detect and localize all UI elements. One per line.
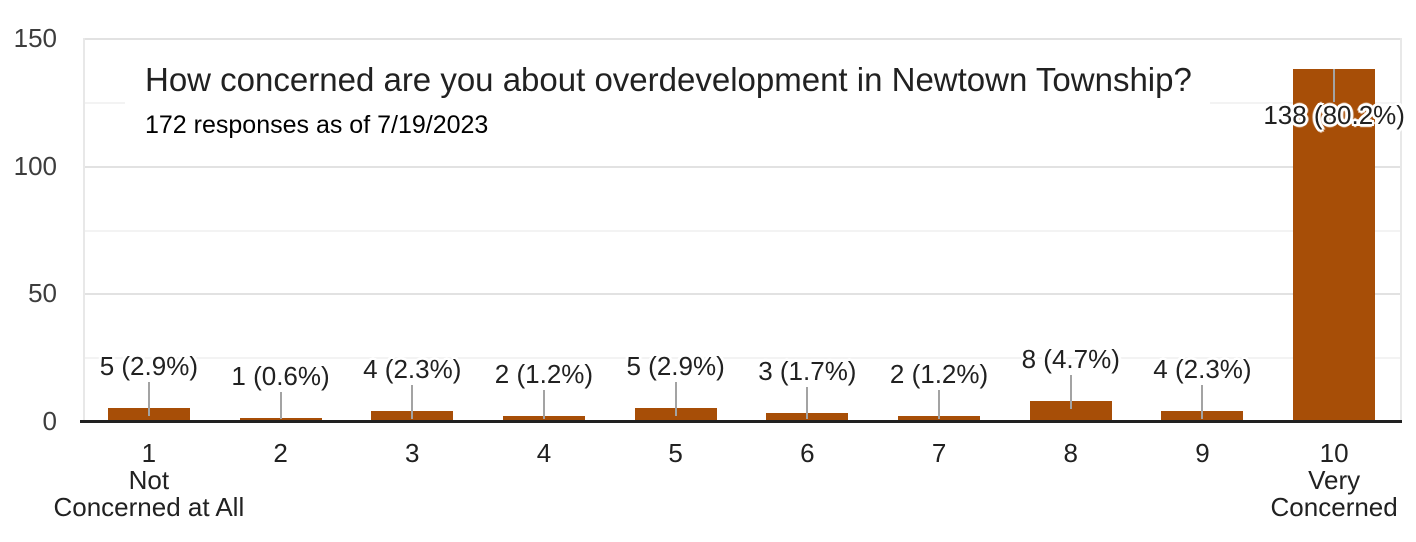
annotation-stem: [147, 382, 150, 417]
bar-value-label: 138 (80.2%): [1263, 99, 1405, 130]
x-axis-category-label: 10 Very Concerned: [1184, 440, 1416, 521]
y-axis-tick-label: 0: [42, 406, 57, 436]
annotation-stem: [938, 389, 941, 419]
bar-value-label: 2 (1.2%): [494, 358, 594, 389]
x-tick-sublabel: Very: [1308, 465, 1361, 495]
annotation-stem: [1333, 68, 1336, 102]
x-tick-sublabel: Concerned: [1270, 492, 1398, 522]
x-axis-line: [80, 420, 1402, 423]
gridline-minor: [83, 357, 1400, 360]
y-axis-tick-label: 150: [13, 23, 57, 53]
y-axis-tick-label: 50: [28, 278, 57, 309]
y-axis-tick-label: 100: [13, 150, 57, 181]
x-tick-4: 4: [536, 438, 552, 468]
annotation-stem: [542, 389, 545, 419]
bar-2[interactable]: [239, 418, 322, 421]
gridline-major: [83, 293, 1400, 296]
x-tick-2: 2: [273, 438, 288, 468]
x-tick-5: 5: [668, 438, 683, 468]
bar-value-label: 4 (2.3%): [1153, 353, 1252, 384]
x-tick-7: 7: [931, 438, 947, 468]
bar-value-label: 2 (1.2%): [889, 358, 989, 389]
bar-value-label: 4 (2.3%): [363, 353, 462, 384]
x-tick-9: 9: [1195, 438, 1210, 468]
bar-value-label: 3 (1.7%): [758, 356, 857, 387]
gridline-major: [83, 38, 1400, 40]
x-tick-sublabel: Concerned at All: [53, 492, 245, 522]
x-axis-category-label: 1 Not Concerned at All: [0, 440, 299, 521]
annotation-stem: [1201, 384, 1204, 419]
x-tick-8: 8: [1063, 438, 1078, 468]
x-axis-category-label: 9: [1052, 440, 1352, 467]
chart-subtitle: 172 responses as of 7/19/2023: [145, 111, 489, 139]
annotation-stem: [806, 387, 809, 419]
x-tick-3: 3: [405, 438, 420, 468]
x-tick-6: 6: [800, 438, 815, 468]
x-tick-1: 1: [141, 438, 157, 468]
gridline-minor: [83, 229, 1400, 232]
chart-title: How concerned are you about overdevelopm…: [145, 61, 1192, 98]
bar-value-label: 5 (2.9%): [626, 351, 725, 382]
x-tick-sublabel: Not: [128, 465, 170, 495]
title-background: [125, 52, 1210, 150]
gridline-major: [83, 165, 1400, 168]
plot-border-left: [83, 38, 85, 421]
bar-value-label: 8 (4.7%): [1021, 343, 1120, 374]
x-tick-10: 10: [1319, 438, 1349, 468]
bar-10[interactable]: [1293, 68, 1376, 421]
bar-value-label: 1 (0.6%): [231, 361, 330, 392]
annotation-stem: [1069, 374, 1072, 409]
x-axis-category-label: 6: [657, 440, 957, 467]
bar-value-label: 5 (2.9%): [99, 351, 198, 382]
plot-border-right: [1400, 38, 1402, 421]
x-axis-category-label: 8: [921, 440, 1221, 467]
bar-8[interactable]: [1029, 400, 1112, 421]
x-axis-category-label: 2: [131, 440, 431, 467]
annotation-stem: [411, 384, 414, 419]
annotation-stem: [674, 382, 677, 417]
x-axis-category-label: 3: [262, 440, 562, 467]
x-axis-category-label: 5: [526, 440, 826, 467]
x-axis-category-label: 7: [789, 440, 1089, 467]
x-axis-category-label: 4: [394, 440, 694, 467]
annotation-stem: [279, 392, 282, 419]
